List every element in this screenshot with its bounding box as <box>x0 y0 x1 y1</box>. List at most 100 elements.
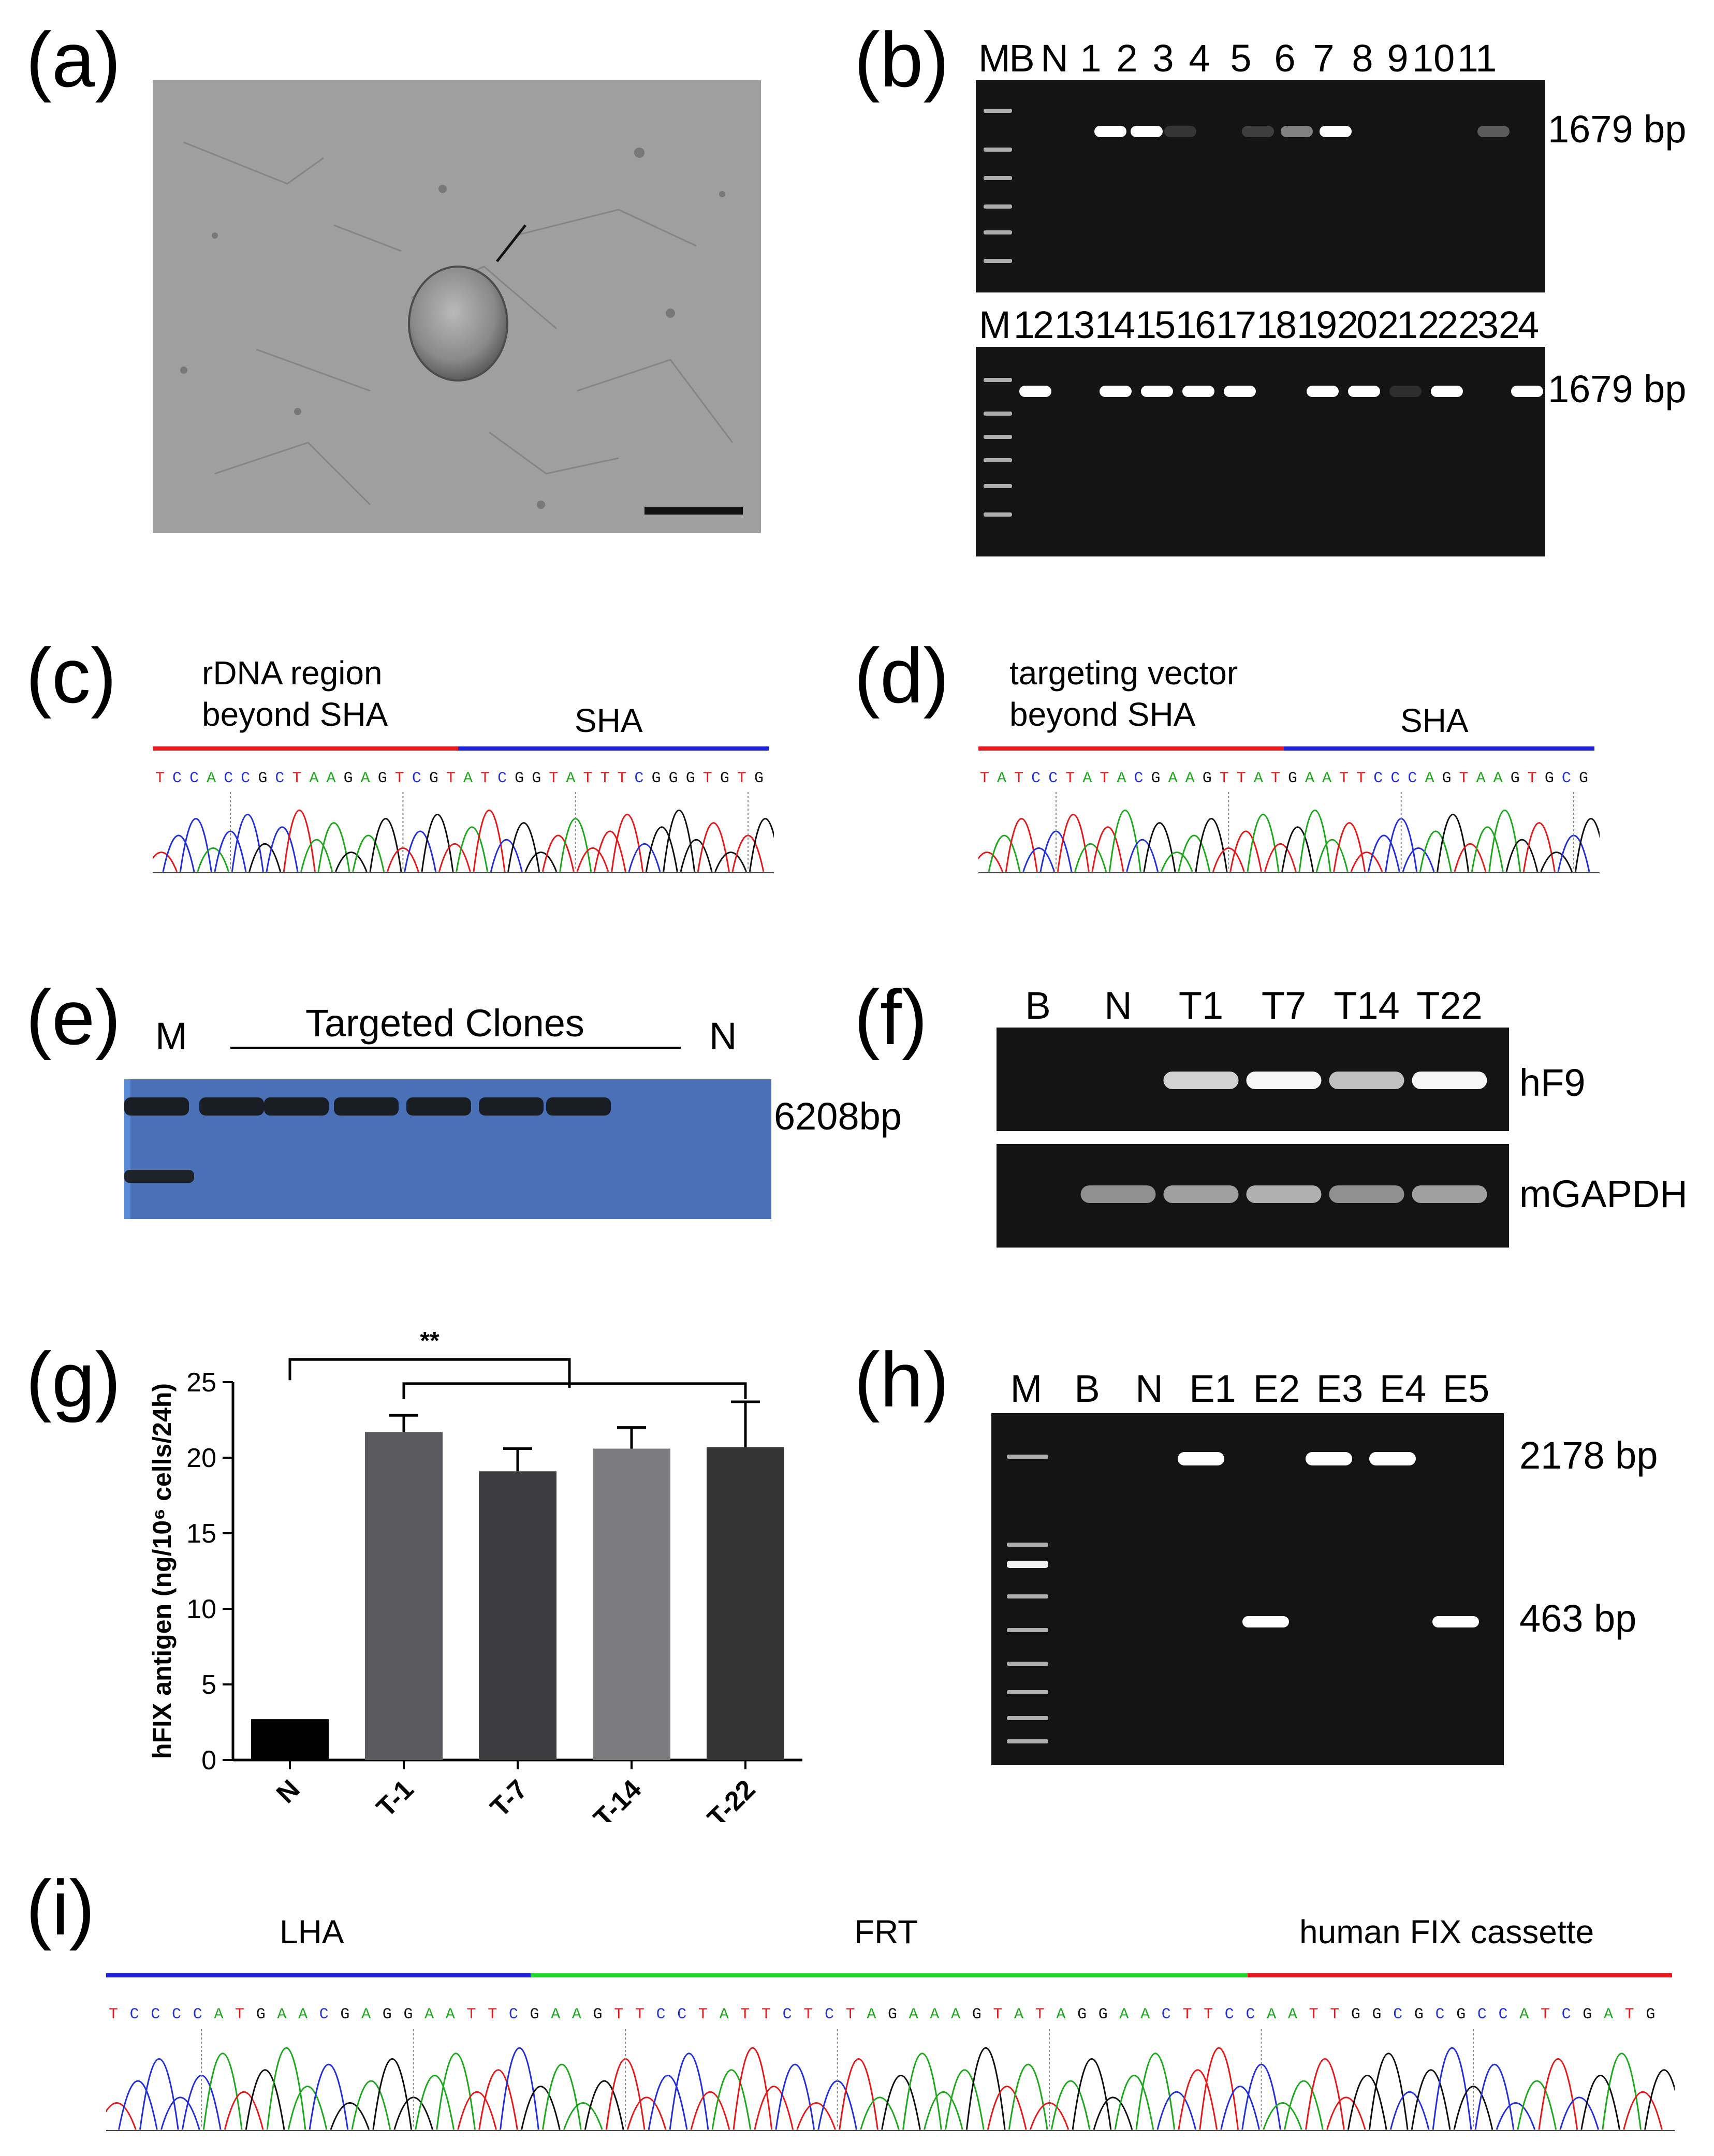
panel-label-g: (g) <box>26 1336 121 1423</box>
sequence-base: T <box>1219 770 1229 787</box>
sequence-base: C <box>1161 2006 1171 2023</box>
chromatogram-peak <box>309 2063 349 2130</box>
chromatogram-peak <box>1402 847 1435 872</box>
sequence-base: T <box>761 2006 771 2023</box>
seq-i-green-bar <box>531 1973 1248 1977</box>
seq-c-right-label: SHA <box>575 702 643 739</box>
gel-b-bottom-svg <box>984 378 1543 517</box>
chromatogram-peak <box>1419 830 1452 872</box>
sequence-base: C <box>508 2006 518 2023</box>
chromatogram-peak <box>924 2091 963 2130</box>
gel-band <box>1329 1072 1404 1089</box>
chromatogram-peak <box>245 2069 285 2130</box>
seq-i-label-frt: FRT <box>854 1913 918 1950</box>
chromatogram-peak <box>611 813 644 872</box>
gel-band <box>1511 386 1543 397</box>
chromatogram-peak <box>593 830 626 872</box>
gel-band <box>1306 1452 1352 1465</box>
sequence-base: G <box>651 770 661 787</box>
sequence-base: T <box>1035 2006 1045 2023</box>
sequence-base: C <box>1393 2006 1403 2023</box>
sequence-base: A <box>360 770 370 787</box>
sequence-base: A <box>867 2006 876 2023</box>
bar <box>251 1719 329 1760</box>
sequence-base: G <box>593 2006 603 2023</box>
chromatogram-peak <box>283 810 316 872</box>
sequence-base: T <box>1065 770 1075 787</box>
chromatogram-peak <box>749 818 774 872</box>
seq-i-label-fix: human FIX cassette <box>1299 1913 1594 1950</box>
chromatogram-peak <box>541 834 575 872</box>
sequence-base: C <box>189 770 199 787</box>
bar <box>707 1447 784 1760</box>
chromatogram-peak <box>415 2074 455 2130</box>
chromatogram-peak <box>1333 822 1366 872</box>
lane-label: N <box>1104 984 1132 1027</box>
chromatogram-peak <box>1126 839 1159 872</box>
sequence-base: T <box>1014 770 1024 787</box>
sequence-base: A <box>326 770 336 787</box>
ladder-band <box>984 176 1012 180</box>
sequence-base: T <box>235 2006 245 2023</box>
chromatogram-peak <box>1160 852 1193 872</box>
sequence-base: T <box>803 2006 813 2023</box>
chromatogram-peak <box>881 2074 921 2130</box>
gel-band <box>1131 126 1163 137</box>
sequence-base: T <box>488 2006 497 2023</box>
gel-band <box>1080 1185 1156 1203</box>
chromatogram-peak <box>490 839 523 872</box>
chromatogram-peak <box>1074 843 1107 872</box>
chromatogram-peak <box>1517 2080 1557 2130</box>
chromatogram-peak <box>248 843 282 872</box>
lane-label: 13 <box>1054 303 1095 346</box>
sequence-base: A <box>1082 770 1092 787</box>
lane-label: B <box>1009 37 1035 80</box>
ladder-band <box>1007 1594 1048 1598</box>
chromatogram-peak <box>1471 826 1504 872</box>
sequence-base: A <box>298 2006 308 2023</box>
sequence-base: A <box>207 770 216 787</box>
chromatogram-peak <box>839 2058 878 2130</box>
panel-label-c: (c) <box>26 632 116 719</box>
chromatogram-peak <box>817 2080 857 2130</box>
lane-label: E3 <box>1316 1367 1364 1410</box>
blot-e-group-label: Targeted Clones <box>305 1002 584 1045</box>
sequence-base: A <box>424 2006 434 2023</box>
sequence-base: G <box>382 2006 392 2023</box>
x-tick-label: T-7 <box>485 1774 533 1822</box>
sequence-base: A <box>1322 770 1332 787</box>
sequence-base: A <box>719 2006 729 2023</box>
sequence-base: C <box>193 2006 202 2023</box>
sequence-base: G <box>1544 770 1554 787</box>
lane-label: 18 <box>1256 303 1297 346</box>
sequence-base: T <box>466 2006 476 2023</box>
panel-label-h: (h) <box>854 1336 949 1423</box>
blot-band <box>264 1097 329 1116</box>
ladder-band <box>1007 1628 1048 1632</box>
chromatogram-peak <box>139 2058 179 2130</box>
chromatogram-peak <box>754 2086 794 2130</box>
sequence-base: T <box>993 2006 1003 2023</box>
chromatogram-peak <box>1305 2058 1345 2130</box>
ladder-band <box>984 148 1012 152</box>
chromatogram-d-svg <box>978 792 1600 873</box>
sequence-base: G <box>1456 2006 1466 2023</box>
lane-label: 5 <box>1230 37 1252 80</box>
gel-f-hf9 <box>997 1028 1509 1131</box>
sequence-base: A <box>1119 2006 1129 2023</box>
gel-band <box>1019 386 1051 397</box>
bar <box>479 1471 556 1760</box>
sequence-base: C <box>1477 2006 1487 2023</box>
sequence-base: A <box>1519 2006 1529 2023</box>
sequence-base: A <box>997 770 1007 787</box>
sequence-base: G <box>343 770 353 787</box>
sequence-base: C <box>1498 2006 1508 2023</box>
chromatogram-peak <box>1072 2058 1112 2130</box>
lane-label: E4 <box>1379 1367 1427 1410</box>
sequence-base: G <box>754 770 764 787</box>
chromatogram-peak <box>1135 2052 1176 2130</box>
chromatogram-peak <box>988 834 1021 872</box>
sequence-base: G <box>668 770 678 787</box>
chromatogram-peak <box>1557 834 1590 872</box>
blot-band <box>334 1097 399 1116</box>
